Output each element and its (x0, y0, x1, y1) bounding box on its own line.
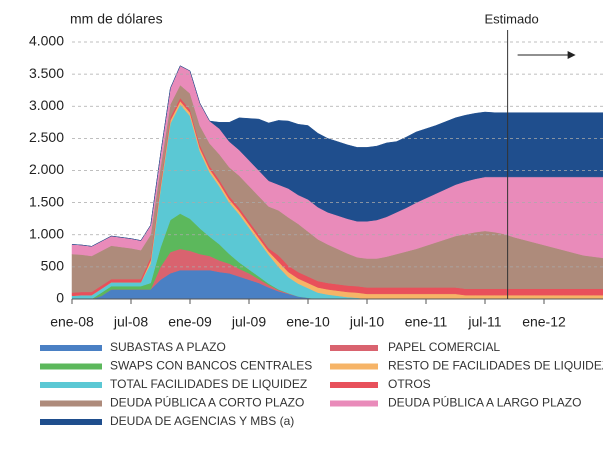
legend-swatch (330, 382, 378, 388)
legend-swatch (40, 382, 102, 388)
x-tick-label: jul-09 (231, 314, 266, 330)
area (71, 65, 603, 247)
legend-label: RESTO DE FACILIDADES DE LIQUIDEZ (388, 359, 603, 373)
y-tick-label: 2.500 (29, 129, 64, 145)
legend-label: TOTAL FACILIDADES DE LIQUIDEZ (110, 377, 307, 391)
legend-swatch (40, 400, 102, 407)
y-tick-label: 0 (56, 290, 64, 306)
y-tick-label: 3.000 (29, 97, 64, 113)
x-tick-label: ene-10 (286, 314, 330, 330)
y-tick-label: 2.000 (29, 161, 64, 177)
legend-swatch (330, 345, 378, 351)
x-tick-label: ene-12 (522, 314, 566, 330)
legend-swatch (40, 363, 102, 370)
x-tick-label: jul-11 (467, 314, 501, 330)
x-tick-label: ene-08 (50, 314, 94, 330)
legend-label: SUBASTAS A PLAZO (110, 340, 226, 354)
legend-label: DEUDA PÚBLICA A CORTO PLAZO (110, 395, 304, 410)
legend-swatch (330, 363, 378, 370)
x-tick-label: ene-11 (405, 314, 448, 330)
legend-label: PAPEL COMERCIAL (388, 340, 500, 354)
y-axis-label: mm de dólares (70, 11, 163, 27)
arrow-head (567, 51, 576, 59)
y-tick-label: 1.000 (29, 225, 64, 241)
y-tick-label: 3.500 (29, 65, 64, 81)
legend-swatch (40, 345, 102, 351)
legend-label: DEUDA PÚBLICA A LARGO PLAZO (388, 395, 581, 410)
x-tick-label: ene-09 (168, 314, 212, 330)
y-tick-label: 4.000 (29, 33, 64, 49)
x-tick-label: jul-08 (113, 314, 148, 330)
legend-label: DEUDA DE AGENCIAS Y MBS (a) (110, 414, 294, 428)
y-tick-label: 1.500 (29, 193, 64, 209)
legend-label: OTROS (388, 377, 431, 391)
legend-label: SWAPS CON BANCOS CENTRALES (110, 359, 312, 373)
x-tick-label: jul-10 (349, 314, 384, 330)
annotation: Estimado (485, 11, 539, 26)
legend-swatch (330, 400, 378, 407)
legend-swatch (40, 419, 102, 425)
y-tick-label: 500 (41, 258, 65, 274)
